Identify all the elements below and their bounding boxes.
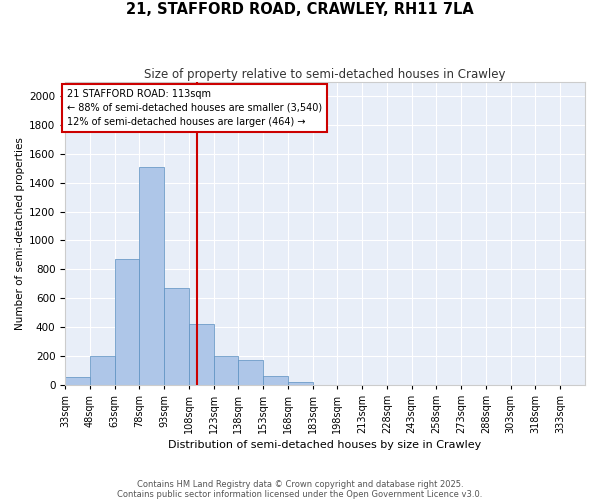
Text: 21, STAFFORD ROAD, CRAWLEY, RH11 7LA: 21, STAFFORD ROAD, CRAWLEY, RH11 7LA	[126, 2, 474, 18]
Bar	[164, 288, 189, 384]
Bar	[238, 360, 263, 384]
Bar	[115, 259, 139, 384]
Title: Size of property relative to semi-detached houses in Crawley: Size of property relative to semi-detach…	[145, 68, 506, 80]
Bar	[65, 378, 90, 384]
Bar	[263, 376, 288, 384]
Bar	[214, 356, 238, 384]
Bar	[139, 167, 164, 384]
Bar	[90, 356, 115, 384]
Text: 21 STAFFORD ROAD: 113sqm
← 88% of semi-detached houses are smaller (3,540)
12% o: 21 STAFFORD ROAD: 113sqm ← 88% of semi-d…	[67, 89, 322, 127]
Bar	[189, 324, 214, 384]
Y-axis label: Number of semi-detached properties: Number of semi-detached properties	[15, 136, 25, 330]
Bar	[288, 382, 313, 384]
Text: Contains HM Land Registry data © Crown copyright and database right 2025.
Contai: Contains HM Land Registry data © Crown c…	[118, 480, 482, 499]
X-axis label: Distribution of semi-detached houses by size in Crawley: Distribution of semi-detached houses by …	[169, 440, 482, 450]
